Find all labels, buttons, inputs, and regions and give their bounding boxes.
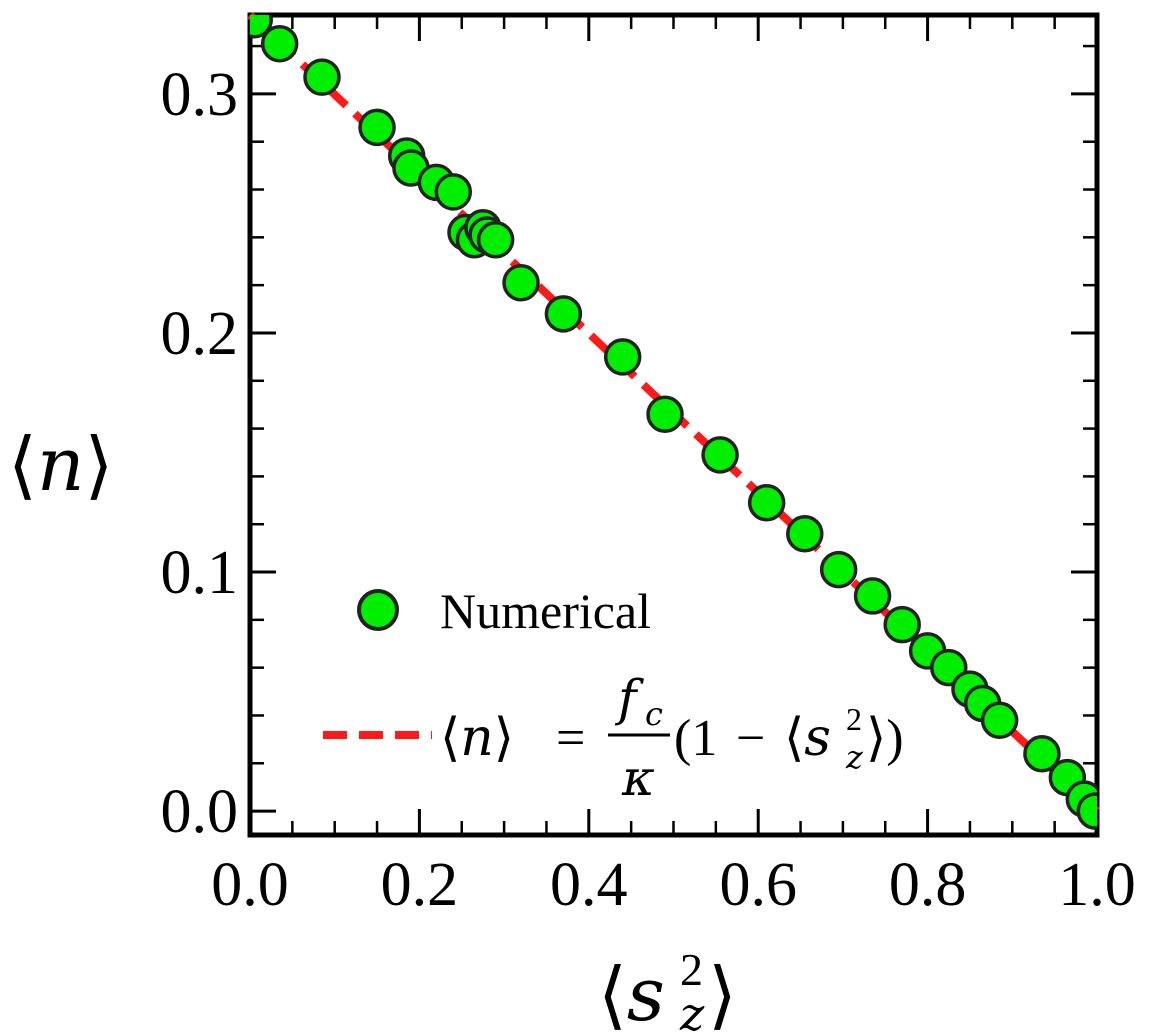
data-point	[786, 515, 824, 553]
data-points	[250, 15, 1097, 830]
data-point	[1023, 734, 1061, 773]
svg-text:=: =	[556, 710, 585, 767]
axis-ticks	[248, 15, 1099, 835]
x-tick-label: 0.6	[719, 851, 797, 919]
svg-text:2: 2	[680, 944, 703, 995]
svg-text:⟨n⟩: ⟨n⟩	[440, 708, 514, 768]
svg-text:⟩: ⟩	[708, 955, 737, 1035]
y-tick-label: 0.1	[161, 539, 239, 607]
data-point	[747, 483, 786, 522]
y-tick-label: 0.2	[161, 300, 239, 368]
svg-text:2: 2	[846, 701, 862, 737]
svg-text:⟨s: ⟨s	[784, 708, 831, 768]
y-tick-label: 0.0	[161, 778, 239, 846]
data-point	[603, 338, 642, 376]
data-point	[434, 173, 473, 211]
svg-text:κ: κ	[621, 749, 655, 807]
data-point	[260, 24, 299, 63]
y-tick-label: 0.3	[161, 61, 239, 129]
svg-text:−: −	[736, 710, 765, 767]
x-tick-label: 1.0	[1058, 851, 1136, 919]
svg-text:(1: (1	[674, 710, 717, 767]
x-tick-label: 0.8	[889, 851, 967, 919]
legend-label-fit: ⟨n⟩ = f c κ (1 − ⟨s 2 z ⟩)	[440, 669, 904, 807]
svg-text:z: z	[845, 738, 864, 776]
data-point	[303, 58, 341, 96]
svg-text:z: z	[679, 987, 705, 1035]
data-point	[853, 577, 892, 615]
legend-marker-numerical	[357, 589, 399, 631]
x-tick-label: 0.2	[381, 851, 459, 919]
legend: Numerical ⟨n⟩ = f c κ (1 − ⟨s 2 z ⟩)	[323, 583, 904, 807]
data-point	[502, 264, 540, 302]
data-point	[701, 436, 739, 474]
tick-labels: 0.0 0.2 0.4 0.6 0.8 1.0 0.0 0.1 0.2 0.3	[161, 61, 1136, 919]
x-tick-label: 0.0	[211, 851, 289, 919]
data-point	[883, 605, 921, 644]
svg-text:⟨s: ⟨s	[598, 952, 665, 1035]
data-point	[544, 295, 583, 333]
data-point	[358, 108, 396, 147]
x-axis-label: ⟨s 2 z ⟩	[598, 944, 737, 1035]
legend-label-numerical: Numerical	[440, 583, 651, 639]
data-point	[1076, 792, 1097, 830]
svg-text:c: c	[645, 695, 663, 733]
data-point	[646, 395, 684, 433]
y-axis-label: ⟨n⟩	[8, 422, 113, 508]
data-point	[476, 220, 515, 259]
data-point	[980, 701, 1019, 739]
x-tick-label: 0.4	[550, 851, 628, 919]
svg-text:f: f	[614, 669, 644, 727]
svg-text:⟩): ⟩)	[866, 710, 904, 767]
data-point	[819, 550, 858, 589]
